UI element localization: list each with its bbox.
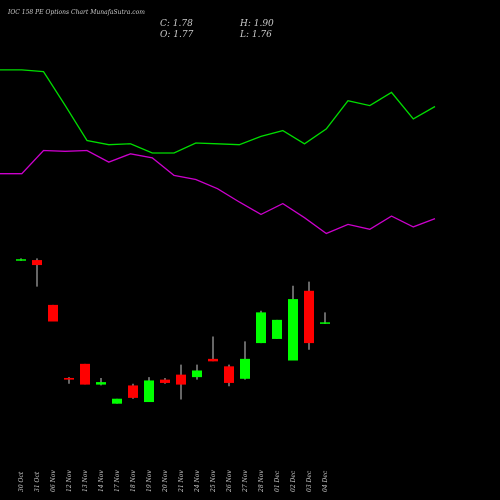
x-tick-label: 03 Dec: [306, 470, 313, 492]
x-tick-label: 24 Nov: [194, 470, 201, 493]
x-tick-label: 27 Nov: [242, 470, 249, 493]
candle-body: [80, 363, 90, 385]
summary-open: O: 1.77: [160, 30, 194, 40]
candle-body: [240, 358, 250, 379]
candle-body: [272, 319, 282, 339]
chart-title: IOC 158 PE Options Chart MunafaSutra.com: [7, 9, 145, 16]
x-tick-label: 04 Dec: [322, 470, 329, 492]
line: [0, 69, 436, 154]
x-tick-label: 18 Nov: [130, 470, 137, 492]
x-tick-label: 17 Nov: [114, 470, 121, 492]
candle-body: [112, 398, 122, 404]
x-tick-label: 28 Nov: [258, 470, 265, 493]
candle-body: [224, 366, 234, 383]
candle-body: [96, 382, 106, 385]
candle-body: [32, 260, 42, 266]
summary-close: C: 1.78: [160, 19, 193, 29]
x-tick-label: 20 Nov: [162, 470, 169, 493]
candle-body: [256, 312, 266, 344]
candle-body: [288, 299, 298, 361]
x-tick-label: 12 Nov: [66, 470, 73, 492]
candle-body: [208, 358, 218, 362]
candle-body: [128, 385, 138, 398]
candle-body: [160, 379, 170, 383]
x-tick-label: 30 Oct: [18, 471, 25, 492]
x-tick-label: 25 Nov: [210, 470, 217, 493]
line: [0, 149, 436, 235]
candle-body: [320, 322, 330, 324]
summary-low: L: 1.76: [239, 30, 272, 40]
summary-high: H: 1.90: [239, 19, 274, 29]
x-tick-label: 13 Nov: [82, 470, 89, 492]
candle-body: [304, 290, 314, 344]
x-tick-label: 14 Nov: [98, 470, 105, 492]
x-tick-label: 31 Oct: [34, 471, 41, 492]
x-tick-label: 06 Nov: [50, 470, 57, 492]
candle-body: [48, 304, 58, 322]
candle-body: [192, 370, 202, 378]
candle-body: [144, 380, 154, 403]
x-tick-label: 02 Dec: [290, 470, 297, 492]
candle-body: [16, 259, 26, 261]
x-tick-label: 01 Dec: [274, 470, 281, 492]
x-tick-label: 21 Nov: [178, 470, 185, 493]
x-tick-label: 19 Nov: [146, 470, 153, 492]
x-tick-label: 26 Nov: [226, 470, 233, 493]
candle-body: [64, 377, 74, 380]
candle-body: [176, 374, 186, 385]
